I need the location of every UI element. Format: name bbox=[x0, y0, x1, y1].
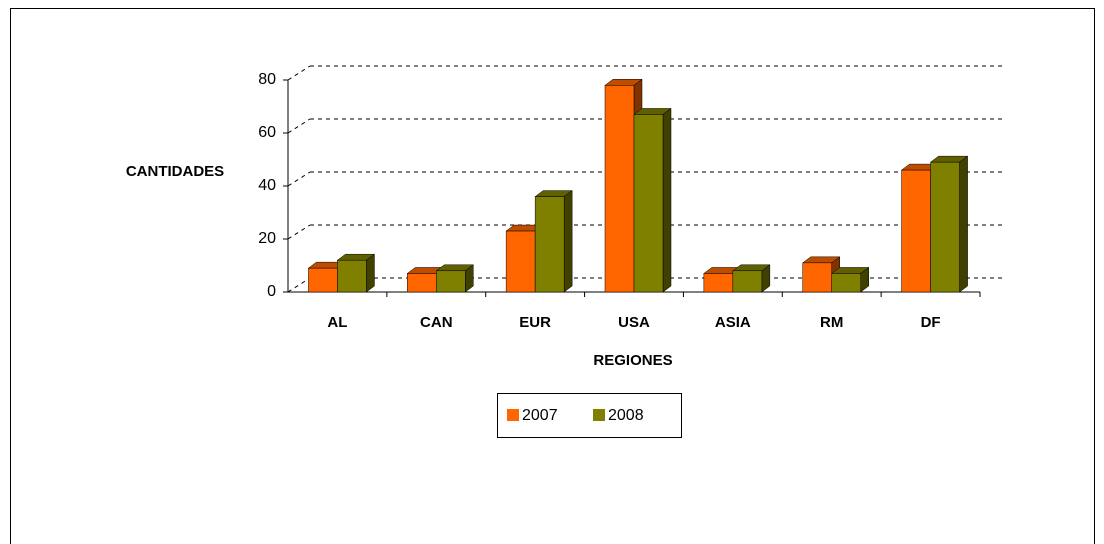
bar bbox=[831, 273, 861, 293]
legend-label: 2007 bbox=[522, 407, 558, 424]
bar-side bbox=[959, 155, 968, 293]
x-tick-label: CAN bbox=[420, 314, 453, 331]
legend-swatch bbox=[593, 409, 605, 421]
bar bbox=[337, 259, 367, 293]
bar bbox=[604, 85, 635, 293]
y-tick-label: 40 bbox=[258, 177, 276, 194]
bar bbox=[308, 267, 338, 293]
y-tick-label: 20 bbox=[258, 230, 276, 247]
bar-side bbox=[563, 190, 573, 293]
x-tick-label: USA bbox=[618, 314, 650, 331]
bar bbox=[505, 230, 536, 293]
x-axis-label: REGIONES bbox=[593, 352, 672, 369]
y-tick-label: 0 bbox=[267, 283, 276, 300]
bar bbox=[732, 270, 763, 293]
y-tick-label: 60 bbox=[258, 124, 276, 141]
bar bbox=[534, 196, 565, 293]
bar bbox=[930, 161, 960, 293]
bar bbox=[407, 273, 437, 293]
x-tick-label: EUR bbox=[519, 314, 551, 331]
bar bbox=[633, 114, 664, 293]
bar-side bbox=[662, 107, 672, 293]
bar-side bbox=[366, 253, 375, 293]
x-tick-label: DF bbox=[921, 314, 941, 331]
bar bbox=[901, 169, 931, 293]
legend-label: 2008 bbox=[608, 407, 644, 424]
legend-swatch bbox=[507, 409, 519, 421]
x-tick-label: RM bbox=[820, 314, 843, 331]
legend bbox=[497, 393, 682, 438]
x-tick-label: AL bbox=[327, 314, 347, 331]
bar bbox=[802, 262, 832, 293]
y-tick-label: 80 bbox=[258, 71, 276, 88]
x-tick-label: ASIA bbox=[715, 314, 751, 331]
bar bbox=[436, 270, 466, 293]
y-axis-label: CANTIDADES bbox=[126, 163, 224, 180]
bar bbox=[703, 273, 734, 293]
